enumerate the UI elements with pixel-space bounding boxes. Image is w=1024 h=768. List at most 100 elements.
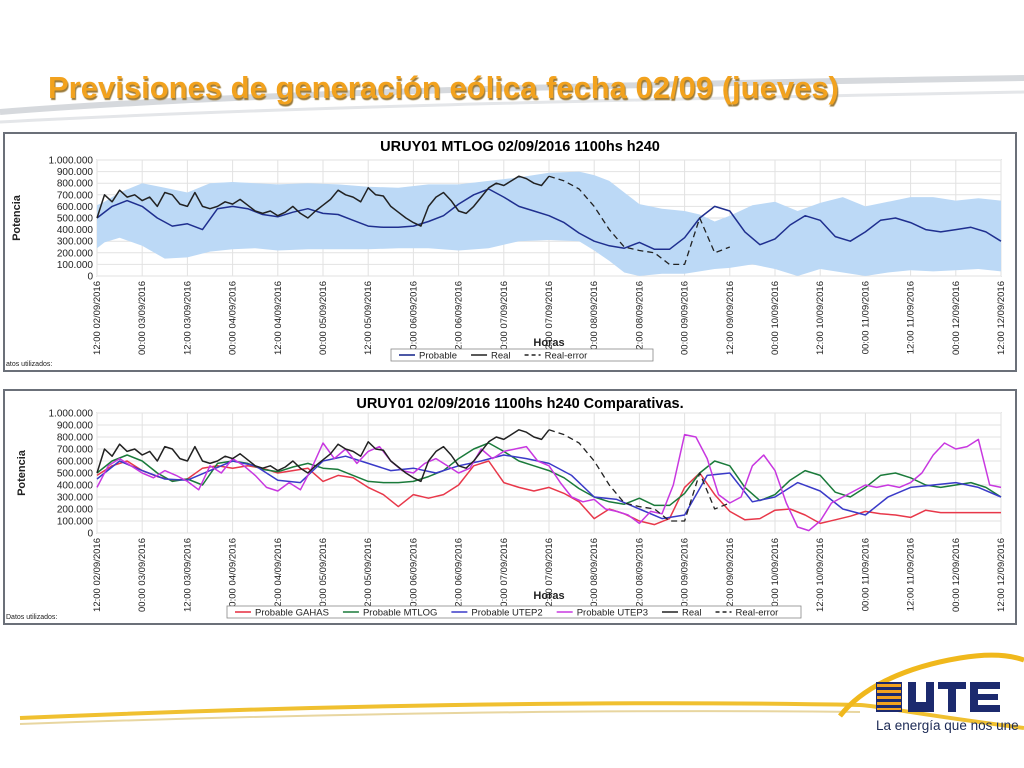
x-tick-label: 12:00 09/09/2016 — [725, 538, 736, 612]
y-tick-label: 100.000 — [57, 260, 94, 271]
x-tick-label: 12:00 02/09/2016 — [92, 281, 103, 355]
x-tick-label: 12:00 10/09/2016 — [815, 538, 826, 612]
y-tick-label: 1.000.000 — [49, 156, 94, 167]
y-tick-label: 700.000 — [57, 190, 94, 201]
y-tick-label: 900.000 — [57, 167, 94, 178]
series-line-real-error — [548, 429, 731, 522]
legend-label-probable-gahas: Probable GAHAS — [255, 608, 329, 619]
footer-note: Datos utilizados: — [6, 614, 57, 621]
y-tick-label: 600.000 — [57, 457, 94, 468]
y-tick-label: 1.000.000 — [49, 409, 94, 420]
y-tick-label: 600.000 — [57, 202, 94, 213]
y-tick-label: 100.000 — [57, 517, 94, 528]
y-axis-label: Potencia — [11, 194, 23, 241]
x-tick-label: 12:00 05/09/2016 — [363, 281, 374, 355]
legend-box — [226, 605, 802, 619]
x-tick-label: 00:00 09/09/2016 — [680, 281, 691, 355]
x-tick-label: 12:00 07/09/2016 — [544, 281, 555, 355]
x-tick-label: 12:00 03/09/2016 — [182, 281, 193, 355]
x-tick-label: 12:00 05/09/2016 — [363, 538, 374, 612]
x-tick-label: 00:00 10/09/2016 — [770, 281, 781, 355]
series-line-real-error — [548, 175, 731, 266]
y-tick-label: 300.000 — [57, 237, 94, 248]
x-tick-label: 12:00 06/09/2016 — [454, 281, 465, 355]
x-tick-label: 00:00 08/09/2016 — [589, 538, 600, 612]
x-tick-label: 00:00 05/09/2016 — [318, 538, 329, 612]
top-swoosh — [0, 75, 1024, 115]
x-tick-label: 12:00 04/09/2016 — [273, 538, 284, 612]
y-tick-label: 800.000 — [57, 179, 94, 190]
y-tick-label: 700.000 — [57, 445, 94, 456]
series-line-probable-mtlog — [96, 442, 1002, 507]
x-tick-label: 00:00 04/09/2016 — [228, 281, 239, 355]
chart-mtlog: URUY01 MTLOG 02/09/2016 1100hs h240 0100.… — [5, 134, 1015, 370]
x-tick-label: 12:00 08/09/2016 — [634, 281, 645, 355]
x-axis-label: Horas — [533, 590, 564, 602]
x-tick-label: 00:00 07/09/2016 — [499, 281, 510, 355]
series-line-real — [96, 429, 550, 483]
chart-comparativas: URUY01 02/09/2016 1100hs h240 Comparativ… — [5, 391, 1015, 623]
slide-title: Previsiones de generación eólica fecha 0… — [48, 70, 839, 105]
legend-box — [390, 348, 654, 362]
legend-label-real: Real — [682, 608, 702, 619]
y-tick-label: 300.000 — [57, 493, 94, 504]
series-line-real — [96, 175, 550, 227]
y-tick-label: 0 — [87, 529, 93, 540]
x-tick-label: 00:00 03/09/2016 — [137, 538, 148, 612]
x-tick-label: 12:00 09/09/2016 — [725, 281, 736, 355]
x-tick-label: 12:00 08/09/2016 — [634, 538, 645, 612]
x-tick-label: 00:00 12/09/2016 — [951, 538, 962, 612]
x-tick-label: 00:00 06/09/2016 — [408, 538, 419, 612]
brand-tagline: La energía que nos une — [876, 718, 1019, 733]
logo-letters — [908, 682, 1000, 712]
series-line-probable-gahas — [96, 460, 1001, 526]
x-tick-label: 12:00 07/09/2016 — [544, 538, 555, 612]
logo-stripes — [876, 682, 902, 712]
x-tick-label: 12:00 11/09/2016 — [906, 538, 917, 611]
x-tick-label: 12:00 02/09/2016 — [92, 538, 103, 612]
top-swoosh-2 — [0, 90, 1024, 124]
ute-logo — [876, 682, 1000, 712]
x-tick-label: 00:00 06/09/2016 — [408, 281, 419, 355]
x-axis-label: Horas — [533, 337, 564, 349]
series-line-probable-utep2 — [96, 454, 1002, 520]
legend-label-probable-mtlog: Probable MTLOG — [363, 608, 437, 619]
x-tick-label: 00:00 05/09/2016 — [318, 281, 329, 355]
legend-label-real: Real — [491, 351, 511, 362]
legend-label-real-error: Real-error — [736, 608, 779, 619]
y-tick-label: 500.000 — [57, 469, 94, 480]
chart-title: URUY01 MTLOG 02/09/2016 1100hs h240 — [380, 139, 660, 155]
legend-label-probable-utep3: Probable UTEP3 — [577, 608, 648, 619]
chart-panel-mtlog: URUY01 MTLOG 02/09/2016 1100hs h240 0 100.… — [3, 132, 1017, 372]
y-tick-label: 400.000 — [57, 481, 94, 492]
chart-title: URUY01 02/09/2016 1100hs h240 Comparativ… — [356, 396, 683, 412]
x-tick-label: 12:00 10/09/2016 — [815, 281, 826, 355]
series-line-probable-utep3 — [96, 433, 1002, 532]
x-tick-label: 00:00 03/09/2016 — [137, 281, 148, 355]
x-tick-label: 00:00 10/09/2016 — [770, 538, 781, 612]
y-axis-label: Potencia — [16, 449, 28, 496]
bottom-swoosh-2 — [19, 710, 861, 725]
x-tick-label: 12:00 03/09/2016 — [182, 538, 193, 612]
x-tick-label: 12:00 11/09/2016 — [906, 281, 917, 354]
x-tick-label: 00:00 11/09/2016 — [860, 538, 871, 611]
footer-note: atos utilizados: — [6, 361, 52, 368]
x-tick-label: 00:00 11/09/2016 — [860, 281, 871, 354]
y-tick-label: 0 — [87, 272, 93, 283]
x-tick-label: 00:00 08/09/2016 — [589, 281, 600, 355]
gold-arc — [838, 652, 1024, 718]
x-tick-label: 12:00 12/09/2016 — [996, 538, 1007, 612]
y-tick-label: 200.000 — [57, 248, 94, 259]
legend-label-probable: Probable — [419, 351, 457, 362]
y-tick-label: 200.000 — [57, 505, 94, 516]
x-tick-label: 12:00 12/09/2016 — [996, 281, 1007, 355]
y-tick-label: 500.000 — [57, 214, 94, 225]
x-tick-label: 00:00 09/09/2016 — [680, 538, 691, 612]
x-tick-label: 00:00 12/09/2016 — [951, 281, 962, 355]
y-tick-label: 800.000 — [57, 433, 94, 444]
confidence-band — [97, 171, 1001, 276]
x-tick-label: 12:00 06/09/2016 — [454, 538, 465, 612]
y-tick-label: 900.000 — [57, 421, 94, 432]
x-tick-label: 00:00 04/09/2016 — [228, 538, 239, 612]
